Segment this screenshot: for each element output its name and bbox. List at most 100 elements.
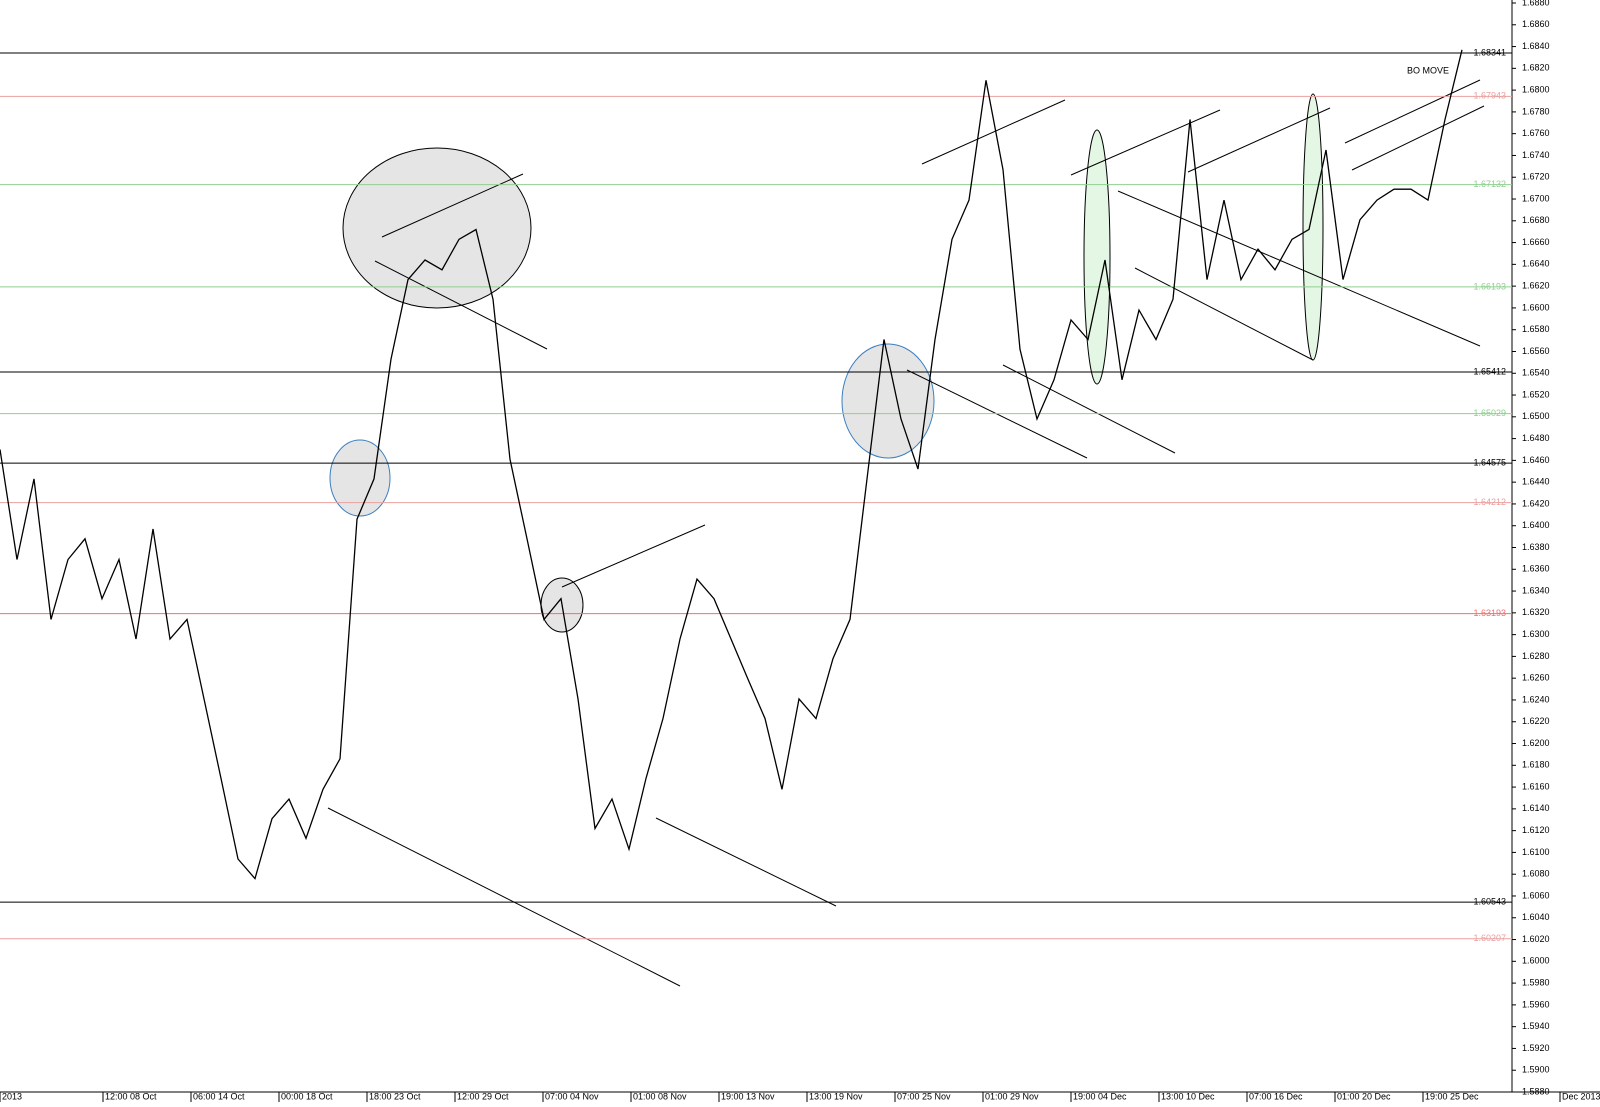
y-tick-label: 1.6740 [1522,150,1550,160]
x-tick-label: 13:00 10 Dec [1161,1091,1215,1101]
y-tick-label: 1.6480 [1522,433,1550,443]
level-label: 1.65029 [1473,408,1506,418]
y-tick-label: 1.6420 [1522,498,1550,508]
y-tick-label: 1.6200 [1522,738,1550,748]
level-label: 1.64212 [1473,497,1506,507]
y-tick-label: 1.6600 [1522,302,1550,312]
trendline [1134,267,1314,361]
level-label: 1.65412 [1473,366,1506,376]
y-tick-label: 1.6080 [1522,869,1550,879]
y-tick-label: 1.6880 [1522,0,1550,7]
trendline [1002,364,1176,454]
x-tick-label: 2013 [2,1091,22,1101]
price-line [0,49,1463,880]
y-tick-label: 1.6680 [1522,215,1550,225]
ellipse [1302,93,1324,361]
y-tick-label: 1.6700 [1522,193,1550,203]
y-tick-label: 1.6520 [1522,389,1550,399]
y-tick-label: 1.5880 [1522,1086,1550,1096]
x-tick-label: 07:00 16 Dec [1249,1091,1303,1101]
x-tick-label: 00:00 18 Oct [281,1091,333,1101]
level-label: 1.63193 [1473,608,1506,618]
y-tick-label: 1.6380 [1522,542,1550,552]
y-tick-label: 1.6780 [1522,106,1550,116]
y-tick-label: 1.6040 [1522,912,1550,922]
ellipse [1083,129,1111,385]
y-tick-label: 1.6340 [1522,585,1550,595]
y-tick-label: 1.6140 [1522,803,1550,813]
y-tick-label: 1.6820 [1522,63,1550,73]
x-tick-label: 01:00 08 Nov [633,1091,687,1101]
trendline [655,817,837,907]
x-tick-label: 13:00 19 Nov [809,1091,863,1101]
y-tick-label: 1.6320 [1522,607,1550,617]
y-tick-label: 1.5900 [1522,1065,1550,1075]
drawings [329,93,1324,633]
level-label: 1.67943 [1473,91,1506,101]
trendline [561,524,706,588]
y-tick-label: 1.6540 [1522,368,1550,378]
y-tick-label: 1.6360 [1522,564,1550,574]
trendline [1070,109,1221,176]
y-tick-label: 1.5960 [1522,999,1550,1009]
level-label: 1.66193 [1473,281,1506,291]
y-tick-label: 1.6100 [1522,847,1550,857]
x-tick-label: 07:00 25 Nov [897,1091,951,1101]
y-tick-label: 1.6220 [1522,716,1550,726]
level-label: 1.60543 [1473,897,1506,907]
ellipse [342,147,532,309]
y-tick-label: 1.6000 [1522,956,1550,966]
y-tick-label: 1.6800 [1522,84,1550,94]
x-tick-label: 19:00 13 Nov [721,1091,775,1101]
y-tick-label: 1.6860 [1522,19,1550,29]
y-tick-label: 1.6660 [1522,237,1550,247]
x-tick-label: 01:00 29 Nov [985,1091,1039,1101]
level-label: 1.64575 [1473,457,1506,467]
trendline [1344,79,1481,144]
level-label: 1.67132 [1473,179,1506,189]
level-label: 1.68341 [1473,47,1506,57]
y-tick-label: 1.6280 [1522,651,1550,661]
x-tick-label: 19:00 25 Dec [1425,1091,1479,1101]
y-tick-label: 1.6060 [1522,890,1550,900]
ellipse [329,439,391,517]
y-tick-label: 1.6240 [1522,694,1550,704]
y-tick-label: 1.6180 [1522,760,1550,770]
y-tick-label: 1.6500 [1522,411,1550,421]
y-tick-label: 1.6300 [1522,629,1550,639]
y-tick-label: 1.6460 [1522,455,1550,465]
x-tick-label: 07:00 04 Nov [545,1091,599,1101]
y-tick-label: 1.6160 [1522,781,1550,791]
y-tick-label: 1.6620 [1522,281,1550,291]
y-tick-label: 1.5940 [1522,1021,1550,1031]
y-tick-label: 1.6260 [1522,673,1550,683]
y-tick-label: 1.6560 [1522,346,1550,356]
x-tick-label: 01:00 20 Dec [1337,1091,1391,1101]
y-tick-label: 1.5920 [1522,1043,1550,1053]
x-tick-label: 19:00 04 Dec [1073,1091,1127,1101]
y-tick-label: 1.6840 [1522,41,1550,51]
x-tick-label: 06:00 14 Oct [193,1091,245,1101]
x-tick-label: 18:00 23 Oct [369,1091,421,1101]
trendline [1117,190,1481,347]
trendline [1187,107,1331,173]
y-tick-label: 1.6020 [1522,934,1550,944]
trendline [374,260,548,350]
trendlines [327,79,1485,987]
trendline [921,99,1066,165]
annotation: BO MOVE [1407,65,1449,75]
y-tick-label: 1.6440 [1522,477,1550,487]
trendline [1351,105,1485,171]
x-tick-label: Dec 2013 [1562,1091,1600,1101]
y-tick-label: 1.5980 [1522,977,1550,987]
trendline [327,807,681,987]
y-tick-label: 1.6760 [1522,128,1550,138]
y-tick-label: 1.6400 [1522,520,1550,530]
x-tick-label: 12:00 29 Oct [457,1091,509,1101]
x-tick-label: 12:00 08 Oct [105,1091,157,1101]
y-tick-label: 1.6720 [1522,172,1550,182]
y-tick-label: 1.6120 [1522,825,1550,835]
y-tick-label: 1.6580 [1522,324,1550,334]
